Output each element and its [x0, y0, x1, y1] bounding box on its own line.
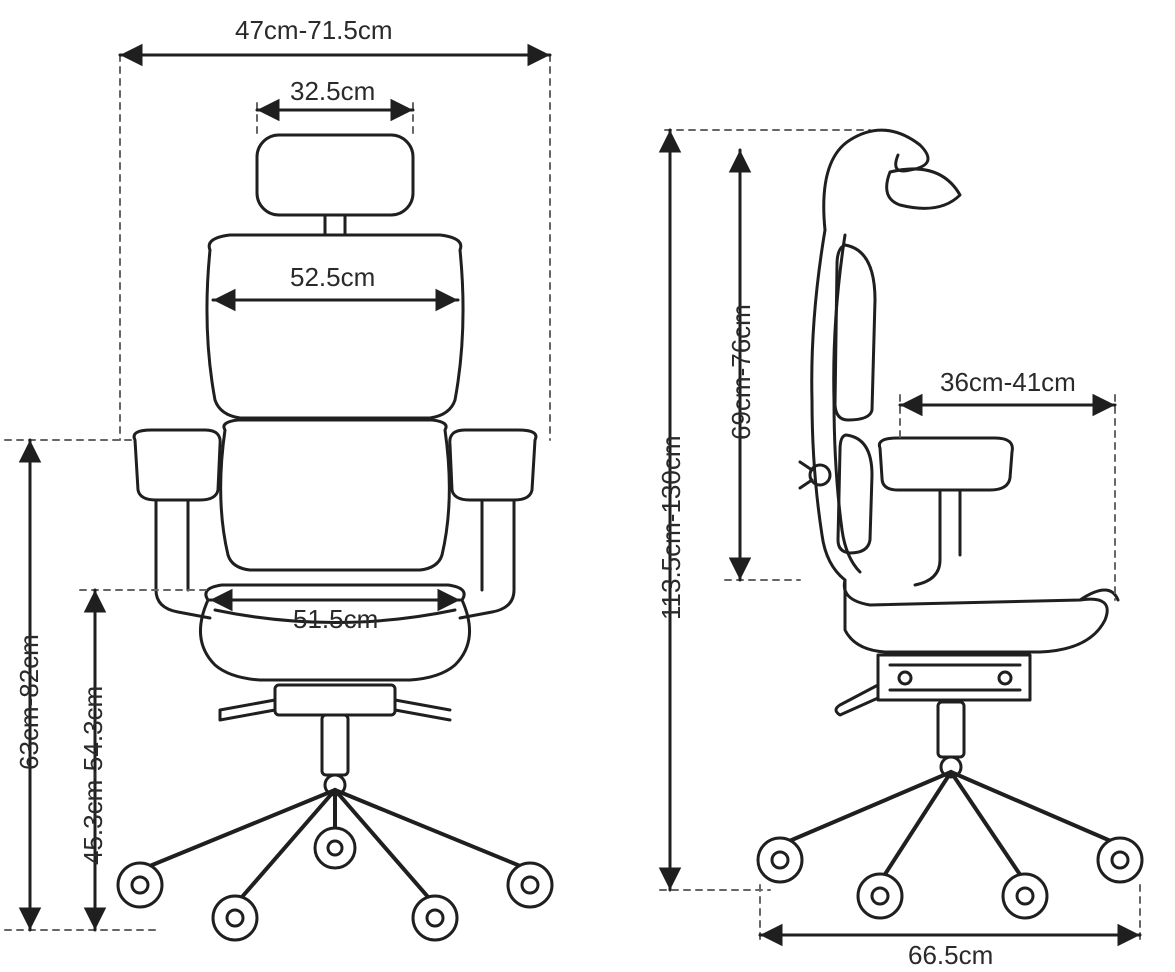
dim-front-overall-width: 47cm-71.5cm	[235, 15, 393, 46]
dim-side-seat-depth: 36cm-41cm	[940, 367, 1076, 398]
chair-drawing	[0, 0, 1175, 972]
dim-front-seat-width: 51.5cm	[293, 604, 378, 635]
dim-front-armrest-height: 63cm-82cm	[14, 634, 45, 770]
dim-front-seat-height: 45.3cm-54.3cm	[78, 686, 109, 865]
dim-side-overall-height: 113.5cm-130cm	[656, 436, 687, 621]
diagram-stage: 47cm-71.5cm 32.5cm 52.5cm 51.5cm 63cm-82…	[0, 0, 1175, 972]
dim-front-headrest-width: 32.5cm	[290, 76, 375, 107]
dim-front-backrest-width: 52.5cm	[290, 262, 375, 293]
dim-side-back-height: 69cm-76cm	[726, 304, 757, 440]
dim-side-base-depth: 66.5cm	[908, 940, 993, 971]
